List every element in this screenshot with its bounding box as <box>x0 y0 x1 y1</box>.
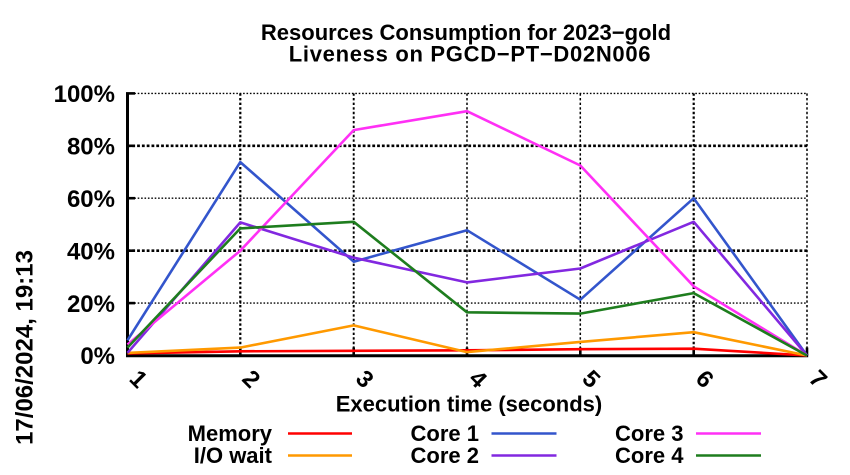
svg-text:100%: 100% <box>54 81 115 108</box>
svg-text:17/06/2024, 19:13: 17/06/2024, 19:13 <box>12 250 39 445</box>
svg-text:Core 4: Core 4 <box>615 443 684 468</box>
svg-text:I/O wait: I/O wait <box>194 443 273 468</box>
svg-text:Memory: Memory <box>188 421 273 446</box>
svg-text:Liveness on PGCD−PT−D02N006: Liveness on PGCD−PT−D02N006 <box>289 42 652 67</box>
svg-text:Core 3: Core 3 <box>615 421 683 446</box>
svg-text:80%: 80% <box>67 134 115 161</box>
svg-text:60%: 60% <box>67 186 115 213</box>
svg-text:Core 1: Core 1 <box>411 421 479 446</box>
svg-text:Core 2: Core 2 <box>411 443 479 468</box>
svg-text:Execution time (seconds): Execution time (seconds) <box>336 392 603 417</box>
svg-text:Resources Consumption for 2023: Resources Consumption for 2023−gold <box>261 20 671 45</box>
svg-text:20%: 20% <box>67 291 115 318</box>
svg-text:0%: 0% <box>80 343 115 370</box>
svg-text:40%: 40% <box>67 238 115 265</box>
